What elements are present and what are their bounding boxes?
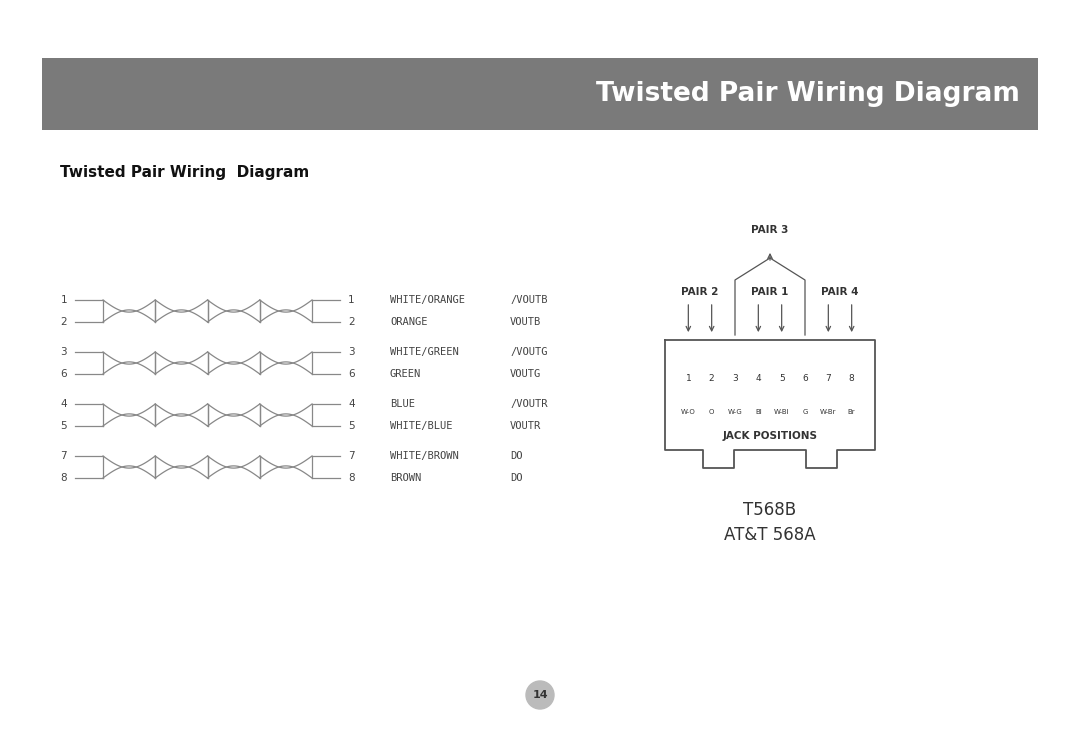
Text: VOUTR: VOUTR: [510, 421, 541, 431]
Text: 7: 7: [348, 451, 354, 461]
Text: 8: 8: [849, 374, 854, 383]
Text: 3: 3: [732, 374, 738, 383]
Text: 6: 6: [348, 369, 354, 379]
Text: 6: 6: [802, 374, 808, 383]
Text: T568B: T568B: [743, 501, 797, 519]
Text: 7: 7: [60, 451, 67, 461]
Text: BLUE: BLUE: [390, 399, 415, 409]
Text: W-Bl: W-Bl: [774, 409, 789, 415]
Text: WHITE/ORANGE: WHITE/ORANGE: [390, 295, 465, 305]
Text: AT&T 568A: AT&T 568A: [725, 526, 815, 544]
Text: PAIR 2: PAIR 2: [681, 287, 718, 297]
Text: 7: 7: [825, 374, 832, 383]
Text: 3: 3: [60, 347, 67, 357]
Text: DO: DO: [510, 473, 523, 483]
Text: 8: 8: [348, 473, 354, 483]
Text: ORANGE: ORANGE: [390, 317, 428, 327]
Text: PAIR 3: PAIR 3: [752, 225, 788, 235]
Text: 5: 5: [60, 421, 67, 431]
Text: 4: 4: [756, 374, 761, 383]
Text: GREEN: GREEN: [390, 369, 421, 379]
Text: 4: 4: [348, 399, 354, 409]
Text: PAIR 1: PAIR 1: [752, 287, 788, 297]
Text: W-O: W-O: [681, 409, 696, 415]
Text: /VOUTR: /VOUTR: [510, 399, 548, 409]
Text: 1: 1: [686, 374, 691, 383]
Text: 14: 14: [532, 690, 548, 700]
Text: Twisted Pair Wiring Diagram: Twisted Pair Wiring Diagram: [596, 81, 1020, 107]
Text: 2: 2: [60, 317, 67, 327]
Bar: [42, 58, 1038, 130]
Text: 2: 2: [348, 317, 354, 327]
Text: BROWN: BROWN: [390, 473, 421, 483]
Text: PAIR 4: PAIR 4: [821, 287, 859, 297]
Text: WHITE/BROWN: WHITE/BROWN: [390, 451, 459, 461]
Text: 5: 5: [779, 374, 784, 383]
Text: JACK POSITIONS: JACK POSITIONS: [723, 430, 818, 441]
Text: VOUTB: VOUTB: [510, 317, 541, 327]
Text: O: O: [708, 409, 714, 415]
Text: Twisted Pair Wiring  Diagram: Twisted Pair Wiring Diagram: [60, 165, 309, 180]
Text: WHITE/BLUE: WHITE/BLUE: [390, 421, 453, 431]
Text: /VOUTB: /VOUTB: [510, 295, 548, 305]
Text: 3: 3: [348, 347, 354, 357]
Circle shape: [526, 681, 554, 709]
Text: 5: 5: [348, 421, 354, 431]
Text: 6: 6: [60, 369, 67, 379]
Text: 8: 8: [60, 473, 67, 483]
Text: VOUTG: VOUTG: [510, 369, 541, 379]
Text: DO: DO: [510, 451, 523, 461]
Text: 1: 1: [348, 295, 354, 305]
Text: 4: 4: [60, 399, 67, 409]
Text: G: G: [802, 409, 808, 415]
Text: WHITE/GREEN: WHITE/GREEN: [390, 347, 459, 357]
Text: Br: Br: [848, 409, 855, 415]
Text: Bl: Bl: [755, 409, 761, 415]
Text: 2: 2: [708, 374, 715, 383]
Text: 1: 1: [60, 295, 67, 305]
Text: W-Br: W-Br: [820, 409, 837, 415]
Text: /VOUTG: /VOUTG: [510, 347, 548, 357]
Text: W-G: W-G: [728, 409, 742, 415]
